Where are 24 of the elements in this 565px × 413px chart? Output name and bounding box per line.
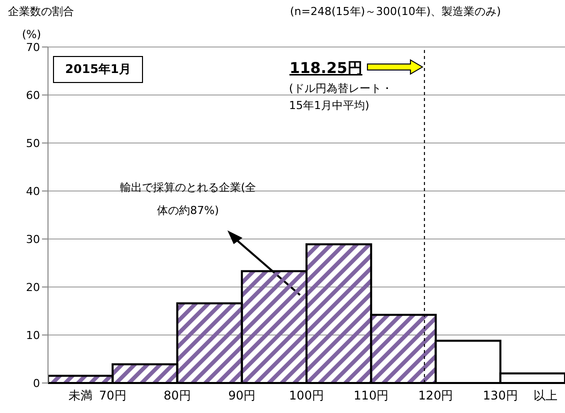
y-tick-label: 30 — [26, 232, 40, 246]
y-tick-label: 70 — [26, 40, 40, 54]
y-tick-label: 50 — [26, 136, 40, 150]
y-tick-label: 40 — [26, 184, 40, 198]
x-tick-label: 以上 — [534, 388, 558, 403]
x-tick-label: 110円 — [354, 388, 389, 403]
chart-subtitle: (n=248(15年)～300(10年)、製造業のみ) — [290, 4, 501, 19]
ref-line-label: 118.25円 — [289, 59, 362, 77]
y-tick-label: 0 — [33, 376, 40, 390]
x-tick-label: 80円 — [164, 388, 191, 403]
y-tick-label: 20 — [26, 280, 40, 294]
annotation: 2015年1月 — [53, 56, 143, 83]
y-tick-label: 60 — [26, 88, 40, 102]
y-axis-title: (%) — [22, 28, 42, 41]
x-tick-label: 120円 — [418, 388, 454, 403]
annotation: (ドル円為替レート・15年1月中平均) — [289, 81, 394, 114]
chart-title: 企業数の割合 — [8, 4, 74, 19]
x-tick-label: 100円 — [289, 388, 324, 403]
y-tick-label: 10 — [26, 328, 40, 342]
x-tick-label: 未満 — [68, 388, 92, 403]
x-tick-label: 70円 — [98, 388, 126, 403]
annotation: 輸出で採算のとれる企業(全体の約87%) — [118, 180, 258, 219]
x-tick-label: 90円 — [228, 388, 256, 403]
x-tick-label: 130円 — [482, 388, 518, 403]
